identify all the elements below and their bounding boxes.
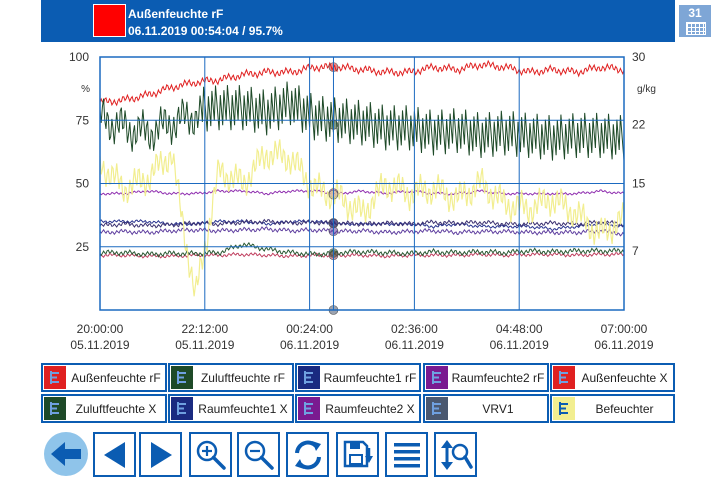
legend-label: Raumfeuchte2 X [325,402,415,416]
legend-item-7[interactable]: Raumfeuchte2 X [295,394,421,423]
x-tick-date: 05.11.2019 [175,338,234,352]
legend-label: VRV1 [482,402,514,416]
next-button[interactable] [139,432,182,477]
x-tick-time: 07:00:00 [601,322,648,336]
legend-label: Außenfeuchte rF [71,371,161,385]
previous-arrow-icon [104,442,125,468]
series-line-7 [99,226,625,237]
legend-item-2[interactable]: Raumfeuchte1 rF [295,363,421,392]
left-tick-label: 100 [69,50,89,64]
legend-label: Raumfeuchte1 X [198,402,288,416]
humidity-line-chart[interactable]: 100 75 50 25 30 22 15 7% g/kg 20:00:00 05.11.2019 2… [0,42,720,360]
legend-swatch [171,366,193,389]
legend-swatch [426,397,448,420]
zoom-in-icon [196,440,226,470]
x-tick-date: 06.11.2019 [594,338,653,352]
right-tick-label: 30 [632,50,646,64]
legend-item-5[interactable]: Zuluftfeuchte X [41,394,167,423]
list-icon [394,443,420,468]
list-button[interactable] [385,432,428,477]
series-toggle-icon [432,371,441,384]
legend-swatch [553,397,575,420]
series-toggle-icon [559,402,568,415]
legend-item-4[interactable]: Außenfeuchte X [550,363,675,392]
save-button[interactable] [336,432,379,477]
series-toggle-icon [50,371,59,384]
series-line-1 [99,81,625,161]
header-bar: Außenfeuchte rF 06.11.2019 00:54:04 / 95… [41,0,712,42]
series-toggle-icon [432,402,441,415]
legend-item-9[interactable]: Befeuchter [550,394,675,423]
selected-series-title: Außenfeuchte rF [128,7,224,21]
plot-area-frame [99,56,625,311]
legend-item-8[interactable]: VRV1 [423,394,549,423]
series-toggle-icon [304,402,313,415]
x-tick-date: 06.11.2019 [385,338,444,352]
x-tick-time: 04:48:00 [496,322,543,336]
legend-label: Raumfeuchte2 rF [451,371,545,385]
cursor-readout: 06.11.2019 00:54:04 / 95.7% [128,24,283,38]
right-axis-unit: g/kg [637,84,656,95]
save-export-icon [343,440,373,468]
legend-item-3[interactable]: Raumfeuchte2 rF [423,363,549,392]
legend-swatch [553,366,575,389]
x-tick-date: 06.11.2019 [280,338,339,352]
back-arrow-icon [51,442,81,466]
right-tick-label: 7 [632,244,639,258]
next-arrow-icon [151,442,172,468]
zoom-in-button[interactable] [189,432,232,477]
legend-swatch [426,366,448,389]
series-toggle-icon [559,371,568,384]
series-toggle-icon [177,371,186,384]
series-toggle-icon [304,371,313,384]
series-line-0 [99,59,625,107]
refresh-button[interactable] [286,432,329,477]
x-tick-time: 22:12:00 [181,322,228,336]
previous-button[interactable] [93,432,136,477]
left-tick-label: 25 [76,240,90,254]
series-toggle-icon [177,402,186,415]
right-tick-label: 15 [632,177,646,191]
zoom-out-button[interactable] [237,432,280,477]
x-tick-time: 20:00:00 [77,322,124,336]
vertical-zoom-button[interactable] [434,432,477,477]
x-tick-date: 06.11.2019 [490,338,549,352]
series-line-2 [99,219,625,232]
left-tick-label: 50 [76,177,90,191]
legend-label: Raumfeuchte1 rF [323,371,417,385]
series-toggle-icon [50,402,59,415]
legend-swatch [44,397,66,420]
right-tick-label: 22 [632,117,646,131]
zoom-out-icon [244,440,274,470]
calendar-button[interactable]: 31 [678,4,712,38]
legend-item-0[interactable]: Außenfeuchte rF [41,363,167,392]
legend-item-1[interactable]: Zuluftfeuchte rF [168,363,294,392]
legend-label: Zuluftfeuchte rF [200,371,286,385]
series-line-3 [99,189,625,196]
refresh-icon [295,440,321,470]
vertical-zoom-icon [441,440,473,470]
x-tick-date: 05.11.2019 [70,338,129,352]
legend-swatch [44,366,66,389]
back-button[interactable] [44,432,88,476]
legend-swatch [298,397,320,420]
legend-item-6[interactable]: Raumfeuchte1 X [168,394,294,423]
series-color-swatch [93,4,126,37]
series-line-6 [99,218,625,229]
legend-swatch [171,397,193,420]
calendar-icon [686,22,706,35]
left-tick-label: 75 [76,113,90,127]
series-line-9 [99,139,625,297]
x-tick-time: 00:24:00 [286,322,333,336]
left-axis-unit: % [81,84,90,95]
calendar-day-number: 31 [688,6,702,20]
legend-label: Zuluftfeuchte X [75,402,157,416]
x-tick-time: 02:36:00 [391,322,438,336]
legend-label: Befeuchter [595,402,654,416]
series-line-5 [99,241,625,258]
legend-label: Außenfeuchte X [581,371,668,385]
legend-swatch [298,366,320,389]
